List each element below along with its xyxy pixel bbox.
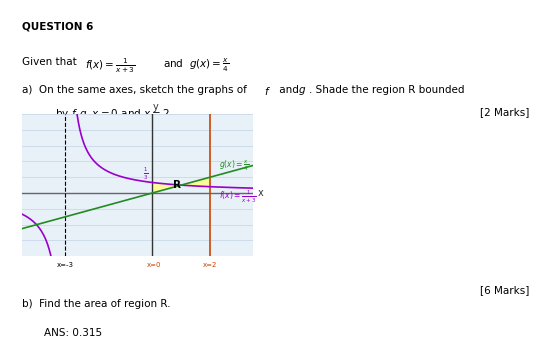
Text: and: and xyxy=(276,85,301,95)
Text: b)  Find the area of region R.: b) Find the area of region R. xyxy=(22,299,171,309)
Text: [2 Marks]: [2 Marks] xyxy=(479,107,529,117)
Text: $f$: $f$ xyxy=(264,85,272,98)
Text: QUESTION 6: QUESTION 6 xyxy=(22,21,94,31)
Text: and  $g(x) = \frac{x}{4}$: and $g(x) = \frac{x}{4}$ xyxy=(163,57,229,74)
Text: Given that: Given that xyxy=(22,57,80,67)
Text: by $f, g, x = 0$ and $x = 2$.: by $f, g, x = 0$ and $x = 2$. xyxy=(55,107,174,121)
Text: [6 Marks]: [6 Marks] xyxy=(479,285,529,295)
Text: x=2: x=2 xyxy=(203,262,217,268)
Polygon shape xyxy=(152,177,210,193)
Text: $f(x) = \frac{1}{x+3}$: $f(x) = \frac{1}{x+3}$ xyxy=(85,57,136,75)
Text: y: y xyxy=(152,102,158,112)
Text: x: x xyxy=(258,188,263,198)
Text: $f(x)=\frac{1}{x+3}$: $f(x)=\frac{1}{x+3}$ xyxy=(219,189,256,205)
Text: $g(x)=\frac{x}{4}$: $g(x)=\frac{x}{4}$ xyxy=(219,158,249,173)
Text: . Shade the region R bounded: . Shade the region R bounded xyxy=(309,85,464,95)
Text: R: R xyxy=(173,180,181,190)
Text: a)  On the same axes, sketch the graphs of: a) On the same axes, sketch the graphs o… xyxy=(22,85,250,95)
Text: x=-3: x=-3 xyxy=(57,262,74,268)
Text: x=0: x=0 xyxy=(147,262,161,268)
Text: $g$: $g$ xyxy=(298,85,306,98)
Text: ANS: 0.315: ANS: 0.315 xyxy=(44,328,102,337)
Text: $\frac{1}{3}$: $\frac{1}{3}$ xyxy=(143,166,149,182)
